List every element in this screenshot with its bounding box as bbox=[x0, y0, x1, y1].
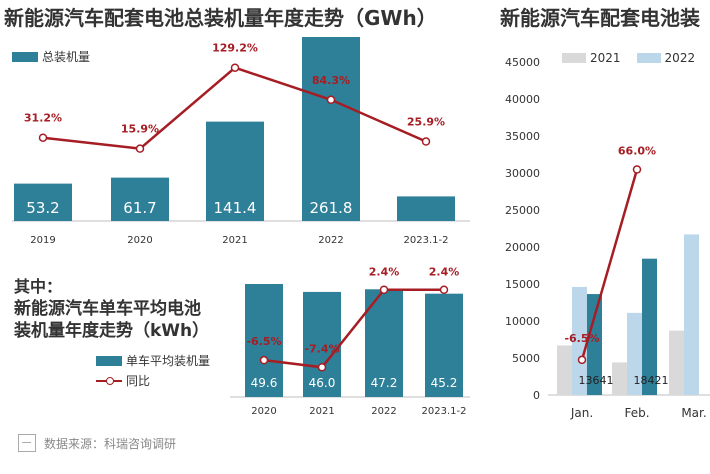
chart2-y-tick: 40000 bbox=[505, 93, 540, 106]
chart2-bar-2022 bbox=[572, 286, 587, 395]
chart1-growth-label: 31.2% bbox=[24, 112, 62, 125]
growth-point bbox=[421, 137, 431, 146]
chart1-x-tick: 2022 bbox=[318, 235, 343, 246]
chart2-growth-label: 66.0% bbox=[618, 145, 656, 158]
chart1-bar bbox=[397, 196, 455, 221]
chart2-x-tick: Jan. bbox=[570, 406, 593, 420]
chart2-x-tick: Feb. bbox=[624, 406, 649, 420]
chart3-legend-bar-label: 单车平均装机量 bbox=[126, 354, 211, 368]
chart3-x-tick: 2021 bbox=[309, 406, 334, 417]
chart1-x-tick: 2021 bbox=[222, 235, 247, 246]
chart3-title-line2: 新能源汽车单车平均电池 bbox=[14, 299, 201, 319]
chart1-bar bbox=[206, 121, 264, 221]
chart3-growth-label: 2.4% bbox=[369, 266, 400, 279]
chart2-y-tick: 15000 bbox=[505, 278, 540, 291]
source-text: 数据来源：科瑞咨询调研 bbox=[44, 436, 177, 451]
chart2-y-tick: 25000 bbox=[505, 204, 540, 217]
chart2-y-tick: 35000 bbox=[505, 130, 540, 143]
chart1-title: 新能源汽车配套电池总装机量年度走势（GWh） bbox=[4, 6, 437, 30]
growth-point bbox=[38, 133, 48, 142]
chart2-y-tick: 45000 bbox=[505, 56, 540, 69]
growth-point bbox=[230, 63, 240, 72]
chart3-bar bbox=[303, 291, 341, 397]
chart1-legend-label: 总装机量 bbox=[42, 50, 91, 64]
chart2-bar-2021 bbox=[669, 330, 684, 395]
chart1-bar bbox=[302, 37, 360, 221]
chart1-bar bbox=[111, 177, 169, 221]
chart3-title-line3: 装机量年度走势（kWh） bbox=[14, 321, 210, 341]
chart2-title: 新能源汽车配套电池装 bbox=[500, 6, 700, 30]
growth-point bbox=[577, 355, 587, 365]
chart1-bar-label: 141.4 bbox=[214, 199, 257, 217]
chart1-x-tick: 2019 bbox=[30, 235, 55, 246]
chart3-growth-line bbox=[263, 288, 444, 369]
chart2-growth-label: -6.5% bbox=[564, 332, 599, 345]
chart1-x-tick: 2020 bbox=[127, 235, 152, 246]
chart3-bar-label: 46.0 bbox=[309, 376, 336, 390]
chart2-bar-label: 13641 bbox=[579, 374, 614, 387]
chart2-bar-2022 bbox=[684, 234, 699, 395]
growth-point bbox=[135, 144, 145, 153]
growth-point bbox=[317, 363, 327, 372]
chart3-growth-label: -7.4% bbox=[304, 342, 339, 355]
chart1-legend: 总装机量 bbox=[12, 48, 90, 65]
legend-swatch-2022 bbox=[636, 53, 661, 63]
chart2-y-tick: 30000 bbox=[505, 167, 540, 180]
chart1-bar-label: 61.7 bbox=[123, 199, 156, 217]
chart3-title: 其中： 新能源汽车单车平均电池 装机量年度走势（kWh） bbox=[14, 276, 209, 342]
chart3-bar-label: 45.2 bbox=[431, 376, 458, 390]
legend-swatch bbox=[12, 51, 38, 62]
growth-point bbox=[379, 285, 389, 294]
growth-point bbox=[439, 285, 449, 294]
chart3-growth-label: -6.5% bbox=[246, 335, 281, 348]
chart3-bar-label: 47.2 bbox=[371, 376, 398, 390]
chart2-legend-2022: 2022 bbox=[664, 51, 696, 65]
growth-point bbox=[326, 95, 336, 105]
chart3-x-tick: 2022 bbox=[371, 406, 396, 417]
chart1-growth-label: 25.9% bbox=[407, 116, 445, 129]
chart3-bar bbox=[245, 284, 283, 397]
chart2-y-tick: 10000 bbox=[505, 315, 540, 328]
chart2-legend: 2021 2022 bbox=[562, 51, 695, 65]
legend-swatch-2021 bbox=[562, 53, 586, 63]
chart2-growth-line bbox=[580, 169, 639, 361]
growth-point bbox=[259, 355, 269, 365]
chart3-bar bbox=[425, 293, 463, 397]
chart3-legend-line: 同比 bbox=[96, 372, 150, 389]
chart2-y-tick: 5000 bbox=[512, 352, 540, 365]
legend-line-marker bbox=[96, 376, 122, 385]
chart3-growth-label: 2.4% bbox=[429, 266, 460, 279]
chart3-bar-label: 49.6 bbox=[251, 376, 278, 390]
chart1-x-tick: 2023.1-2 bbox=[404, 235, 449, 246]
chart1-bar bbox=[14, 183, 72, 221]
chart3-x-tick: 2020 bbox=[251, 406, 276, 417]
chart2-bar-2022 bbox=[627, 312, 642, 395]
legend-swatch bbox=[96, 355, 122, 366]
chart2-bar-label: 18421 bbox=[634, 374, 669, 387]
growth-point bbox=[632, 165, 642, 174]
chart2-bar-2023 bbox=[587, 294, 602, 395]
chart2-y-tick: 0 bbox=[533, 389, 540, 402]
chart2-legend-2021: 2021 bbox=[590, 51, 621, 65]
chart3-legend-bar: 单车平均装机量 bbox=[96, 352, 210, 369]
chart1-bar-label: 261.8 bbox=[310, 199, 353, 217]
chart2-bar-2023 bbox=[642, 258, 657, 395]
chart1-growth-label: 84.3% bbox=[312, 74, 350, 87]
chart2-y-tick: 20000 bbox=[505, 241, 540, 254]
data-source: 数据来源：科瑞咨询调研 bbox=[18, 434, 176, 452]
chart2-x-tick: Mar. bbox=[681, 406, 706, 420]
chart3-title-line1: 其中： bbox=[14, 277, 63, 296]
chart1-bar-label: 53.2 bbox=[26, 199, 59, 217]
chart3-x-tick: 2023.1-2 bbox=[422, 406, 467, 417]
chart1-growth-label: 129.2% bbox=[212, 42, 258, 55]
chart3-legend-line-label: 同比 bbox=[126, 374, 151, 388]
chart2-bar-2021 bbox=[557, 345, 572, 395]
document-icon bbox=[18, 434, 36, 452]
chart1-growth-label: 15.9% bbox=[121, 123, 159, 136]
chart2-bar-2021 bbox=[612, 362, 627, 395]
